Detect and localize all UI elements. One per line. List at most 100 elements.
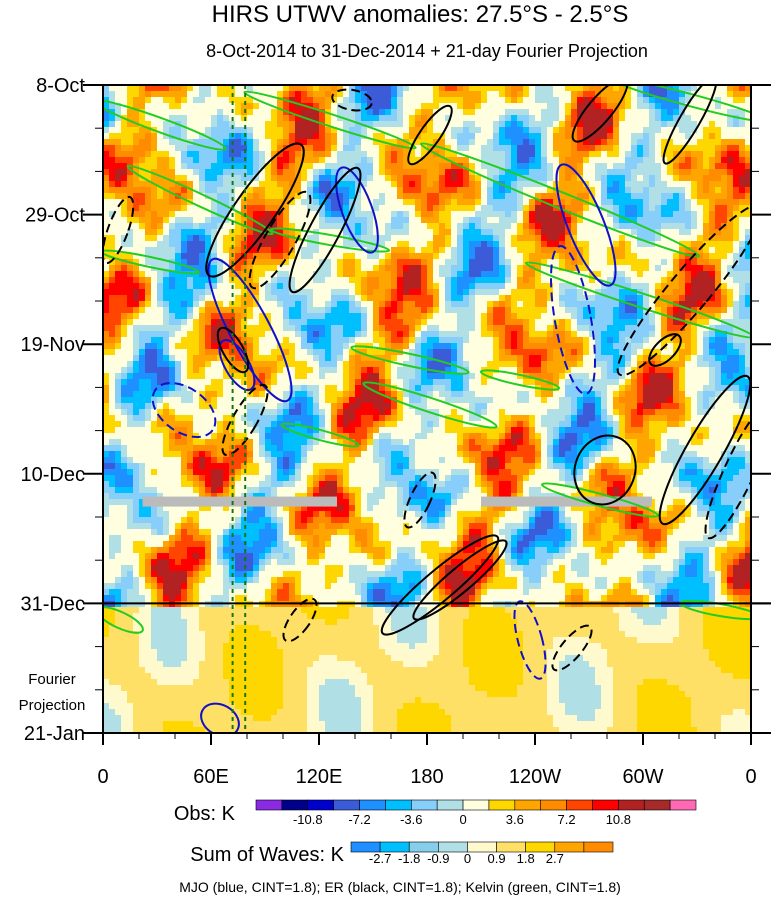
field-cell (283, 253, 290, 260)
field-cell (619, 301, 626, 308)
field-cell (721, 169, 728, 176)
field-cell (577, 217, 584, 224)
field-cell (709, 187, 716, 194)
field-cell (397, 259, 404, 266)
field-cell (337, 301, 344, 308)
field-cell (307, 181, 314, 188)
field-cell (295, 241, 302, 248)
field-cell (211, 211, 218, 218)
field-cell (103, 307, 110, 314)
field-cell (319, 193, 326, 200)
field-cell (625, 235, 632, 242)
field-cell (157, 289, 164, 296)
field-cell (313, 253, 320, 260)
field-cell (679, 193, 686, 200)
field-cell (697, 205, 704, 212)
field-cell (343, 325, 350, 332)
field-cell (127, 175, 134, 182)
field-cell (487, 181, 494, 188)
field-cell (439, 175, 446, 182)
field-cell (505, 187, 512, 194)
chart-subtitle: 8-Oct-2014 to 31-Dec-2014 + 21-day Fouri… (206, 41, 648, 61)
field-cell (535, 169, 542, 176)
field-cell (121, 361, 128, 368)
field-cell (715, 133, 722, 140)
field-cell (619, 343, 626, 350)
field-cell (283, 103, 290, 110)
field-cell (361, 109, 368, 116)
field-cell (523, 277, 530, 284)
field-cell (355, 253, 362, 260)
field-cell (277, 97, 284, 104)
field-cell (385, 343, 392, 350)
field-cell (313, 151, 320, 158)
field-cell (379, 223, 386, 230)
field-cell (145, 319, 152, 326)
field-cell (613, 301, 620, 308)
field-cell (283, 343, 290, 350)
field-cell (535, 301, 542, 308)
field-cell (643, 247, 650, 254)
field-cell (103, 193, 110, 200)
field-cell (481, 253, 488, 260)
field-cell (715, 109, 722, 116)
field-cell (421, 325, 428, 332)
field-cell (349, 97, 356, 104)
field-cell (367, 313, 374, 320)
field-cell (559, 169, 566, 176)
field-cell (637, 85, 644, 92)
field-cell (721, 271, 728, 278)
field-cell (391, 295, 398, 302)
field-cell (175, 199, 182, 206)
field-cell (397, 253, 404, 260)
field-cell (613, 199, 620, 206)
field-cell (217, 121, 224, 128)
field-cell (463, 265, 470, 272)
field-cell (139, 85, 146, 92)
field-cell (451, 289, 458, 296)
field-cell (703, 181, 710, 188)
field-cell (745, 193, 751, 200)
field-cell (169, 247, 176, 254)
field-cell (703, 127, 710, 134)
field-cell (631, 109, 638, 116)
field-cell (571, 313, 578, 320)
field-cell (235, 235, 242, 242)
field-cell (511, 181, 518, 188)
field-cell (415, 235, 422, 242)
field-cell (265, 127, 272, 134)
field-cell (673, 265, 680, 272)
field-cell (283, 229, 290, 236)
field-cell (337, 253, 344, 260)
field-cell (223, 283, 230, 290)
field-cell (559, 145, 566, 152)
field-cell (205, 337, 212, 344)
field-cell (523, 355, 530, 362)
field-cell (139, 157, 146, 164)
field-cell (487, 295, 494, 302)
field-cell (115, 337, 122, 344)
field-cell (301, 175, 308, 182)
field-cell (733, 241, 740, 248)
field-cell (517, 199, 524, 206)
field-cell (463, 103, 470, 110)
field-cell (655, 127, 662, 134)
field-cell (193, 331, 200, 338)
field-cell (619, 187, 626, 194)
field-cell (439, 247, 446, 254)
field-cell (127, 145, 134, 152)
field-cell (313, 139, 320, 146)
field-cell (679, 91, 686, 98)
field-cell (601, 133, 608, 140)
field-cell (307, 109, 314, 116)
field-cell (307, 163, 314, 170)
field-cell (481, 349, 488, 356)
field-cell (469, 307, 476, 314)
field-cell (433, 91, 440, 98)
field-cell (487, 103, 494, 110)
field-cell (577, 181, 584, 188)
field-cell (277, 103, 284, 110)
field-cell (445, 289, 452, 296)
field-cell (331, 247, 338, 254)
field-cell (427, 151, 434, 158)
